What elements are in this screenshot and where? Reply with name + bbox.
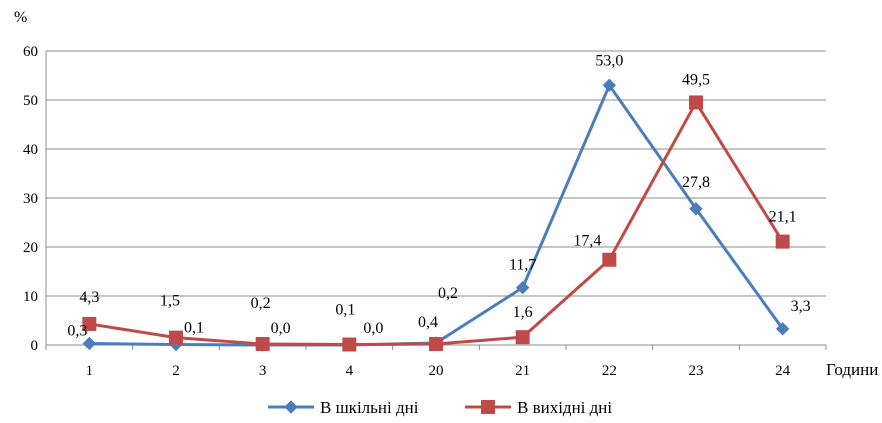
x-tick-label: 2 (172, 363, 180, 379)
series-lines (89, 83, 784, 347)
data-label: 0,2 (251, 295, 271, 312)
data-label: 1,6 (513, 304, 533, 321)
y-tick-label: 50 (23, 93, 38, 109)
data-label: 27,8 (682, 174, 710, 191)
x-axis-title: Години (826, 360, 878, 379)
series-line-school-days (89, 83, 784, 347)
data-label: 0,2 (438, 285, 458, 302)
data-label: 53,0 (595, 52, 623, 69)
diamond-marker (775, 322, 790, 336)
square-marker (515, 330, 530, 345)
data-label: 21,1 (769, 209, 797, 226)
x-tick-label: 21 (515, 363, 530, 379)
square-marker (689, 95, 703, 110)
legend-label: В вихідні дні (517, 398, 612, 417)
data-label: 11,7 (509, 257, 536, 274)
diamond-marker (515, 280, 530, 295)
data-label: 0,1 (184, 320, 204, 337)
diamond-marker (284, 400, 298, 414)
data-label: 0,3 (67, 323, 87, 340)
diamond-marker (689, 202, 703, 216)
square-marker (342, 337, 357, 352)
x-tick-label: 1 (86, 363, 94, 379)
square-marker (82, 316, 97, 331)
x-tick-label: 22 (602, 363, 617, 379)
y-tick-label: 10 (23, 289, 38, 305)
gridlines (46, 50, 826, 297)
data-label: 0,0 (363, 320, 383, 337)
data-label: 0,0 (271, 320, 291, 337)
x-tick-label: 23 (689, 363, 704, 379)
data-label: 1,5 (160, 293, 180, 310)
diamond-marker (82, 336, 97, 351)
square-marker (602, 252, 617, 267)
x-tick-label: 4 (346, 363, 354, 379)
data-label: 4,3 (79, 289, 99, 306)
square-marker (429, 337, 443, 352)
y-tick-label: 60 (23, 44, 38, 60)
y-tick-label: 20 (23, 240, 38, 256)
x-tick-label: 3 (259, 363, 267, 379)
square-marker (169, 330, 183, 345)
data-labels: 0,3 0,1 0,0 0,0 0,4 11,7 53,0 27,8 3,3 4,3 1,5 0,2 0… (67, 52, 810, 339)
data-label: 0,1 (335, 302, 355, 319)
data-label: 17,4 (573, 233, 601, 250)
y-tick-label: 0 (31, 338, 39, 354)
square-marker (775, 234, 790, 249)
data-label: 0,4 (418, 314, 438, 331)
x-tick-label: 24 (775, 363, 791, 379)
square-marker (481, 400, 495, 414)
square-marker (255, 337, 270, 352)
series-markers (82, 78, 790, 352)
legend-label: В шкільні дні (320, 398, 419, 417)
x-tick-label: 20 (429, 363, 444, 379)
legend: В шкільні дні В вихідні дні (268, 398, 612, 417)
y-tick-label: 30 (23, 191, 38, 207)
diamond-marker (602, 78, 617, 93)
y-tick-label: 40 (23, 142, 38, 158)
y-axis-title: % (14, 9, 27, 26)
data-label: 3,3 (791, 298, 811, 315)
data-label: 49,5 (682, 71, 710, 88)
series-line-weekend (89, 100, 784, 347)
